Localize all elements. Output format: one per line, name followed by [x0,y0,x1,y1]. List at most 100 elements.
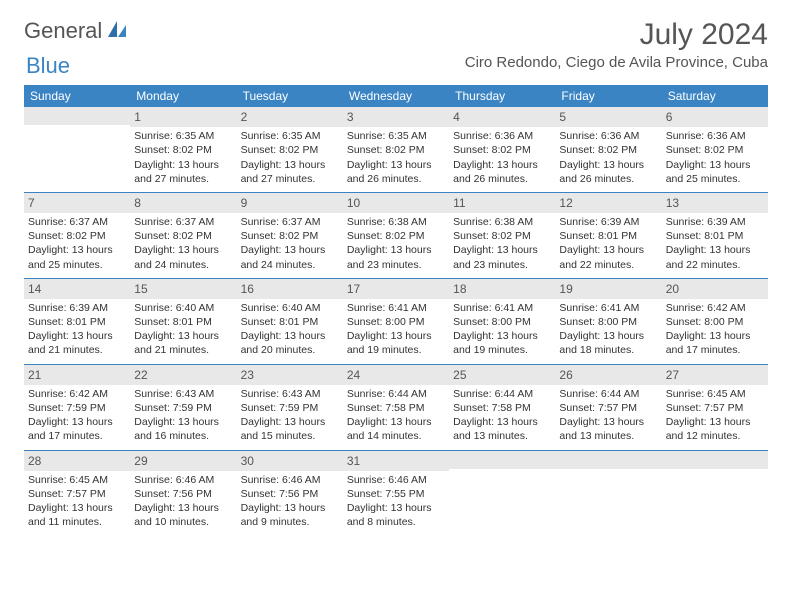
sunset-text: Sunset: 8:02 PM [559,143,657,157]
day-cell: 27Sunrise: 6:45 AMSunset: 7:57 PMDayligh… [662,365,768,450]
day-number: 28 [24,451,130,471]
day-number: 15 [130,279,236,299]
day-header: Thursday [449,85,555,107]
sunrise-text: Sunrise: 6:38 AM [453,215,551,229]
weeks-container: 1Sunrise: 6:35 AMSunset: 8:02 PMDaylight… [24,107,768,535]
sunrise-text: Sunrise: 6:42 AM [666,301,764,315]
sunrise-text: Sunrise: 6:46 AM [241,473,339,487]
day-cell: 14Sunrise: 6:39 AMSunset: 8:01 PMDayligh… [24,279,130,364]
sunset-text: Sunset: 8:01 PM [28,315,126,329]
day-number: 4 [449,107,555,127]
sunrise-text: Sunrise: 6:37 AM [134,215,232,229]
daylight-text: Daylight: 13 hours and 26 minutes. [347,158,445,186]
day-cell: 19Sunrise: 6:41 AMSunset: 8:00 PMDayligh… [555,279,661,364]
sunset-text: Sunset: 8:02 PM [28,229,126,243]
sunset-text: Sunset: 7:56 PM [241,487,339,501]
day-cell: 10Sunrise: 6:38 AMSunset: 8:02 PMDayligh… [343,193,449,278]
sunset-text: Sunset: 8:01 PM [134,315,232,329]
day-number: 5 [555,107,661,127]
day-number [24,107,130,125]
day-header: Friday [555,85,661,107]
sunset-text: Sunset: 8:00 PM [347,315,445,329]
day-cell: 23Sunrise: 6:43 AMSunset: 7:59 PMDayligh… [237,365,343,450]
sunset-text: Sunset: 8:00 PM [453,315,551,329]
day-header: Monday [130,85,236,107]
day-cell: 24Sunrise: 6:44 AMSunset: 7:58 PMDayligh… [343,365,449,450]
week-row: 21Sunrise: 6:42 AMSunset: 7:59 PMDayligh… [24,365,768,451]
day-cell: 7Sunrise: 6:37 AMSunset: 8:02 PMDaylight… [24,193,130,278]
daylight-text: Daylight: 13 hours and 24 minutes. [241,243,339,271]
day-cell [555,451,661,536]
day-header-row: Sunday Monday Tuesday Wednesday Thursday… [24,85,768,107]
daylight-text: Daylight: 13 hours and 13 minutes. [453,415,551,443]
daylight-text: Daylight: 13 hours and 26 minutes. [453,158,551,186]
day-number: 26 [555,365,661,385]
day-cell: 21Sunrise: 6:42 AMSunset: 7:59 PMDayligh… [24,365,130,450]
day-cell: 4Sunrise: 6:36 AMSunset: 8:02 PMDaylight… [449,107,555,192]
week-row: 28Sunrise: 6:45 AMSunset: 7:57 PMDayligh… [24,451,768,536]
sunrise-text: Sunrise: 6:36 AM [666,129,764,143]
day-cell: 26Sunrise: 6:44 AMSunset: 7:57 PMDayligh… [555,365,661,450]
daylight-text: Daylight: 13 hours and 17 minutes. [666,329,764,357]
week-row: 1Sunrise: 6:35 AMSunset: 8:02 PMDaylight… [24,107,768,193]
sunrise-text: Sunrise: 6:37 AM [241,215,339,229]
day-header: Sunday [24,85,130,107]
day-cell [449,451,555,536]
sunrise-text: Sunrise: 6:39 AM [559,215,657,229]
daylight-text: Daylight: 13 hours and 11 minutes. [28,501,126,529]
day-number: 8 [130,193,236,213]
day-number: 18 [449,279,555,299]
logo-text-general: General [24,18,102,44]
daylight-text: Daylight: 13 hours and 23 minutes. [347,243,445,271]
sunrise-text: Sunrise: 6:36 AM [453,129,551,143]
day-cell: 8Sunrise: 6:37 AMSunset: 8:02 PMDaylight… [130,193,236,278]
daylight-text: Daylight: 13 hours and 10 minutes. [134,501,232,529]
day-cell: 18 Sunrise: 6:41 AMSunset: 8:00 PMDayligh… [449,279,555,364]
day-header: Tuesday [237,85,343,107]
location-subtitle: Ciro Redondo, Ciego de Avila Province, C… [465,54,768,71]
day-cell: 25Sunrise: 6:44 AMSunset: 7:58 PMDayligh… [449,365,555,450]
daylight-text: Daylight: 13 hours and 18 minutes. [559,329,657,357]
day-number: 21 [24,365,130,385]
daylight-text: Daylight: 13 hours and 20 minutes. [241,329,339,357]
day-number: 1 [130,107,236,127]
day-number: 29 [130,451,236,471]
day-cell: 22Sunrise: 6:43 AMSunset: 7:59 PMDayligh… [130,365,236,450]
daylight-text: Daylight: 13 hours and 19 minutes. [347,329,445,357]
daylight-text: Daylight: 13 hours and 23 minutes. [453,243,551,271]
sunrise-text: Sunrise: 6:41 AM [559,301,657,315]
day-number: 27 [662,365,768,385]
day-number: 9 [237,193,343,213]
daylight-text: Daylight: 13 hours and 24 minutes. [134,243,232,271]
day-number: 23 [237,365,343,385]
sunset-text: Sunset: 8:02 PM [666,143,764,157]
day-cell: 13Sunrise: 6:39 AMSunset: 8:01 PMDayligh… [662,193,768,278]
daylight-text: Daylight: 13 hours and 21 minutes. [28,329,126,357]
day-number: 2 [237,107,343,127]
daylight-text: Daylight: 13 hours and 25 minutes. [666,158,764,186]
daylight-text: Daylight: 13 hours and 19 minutes. [453,329,551,357]
daylight-text: Daylight: 13 hours and 25 minutes. [28,243,126,271]
day-number: 10 [343,193,449,213]
sunrise-text: Sunrise: 6:45 AM [666,387,764,401]
daylight-text: Daylight: 13 hours and 27 minutes. [241,158,339,186]
daylight-text: Daylight: 13 hours and 22 minutes. [559,243,657,271]
sunrise-text: Sunrise: 6:45 AM [28,473,126,487]
daylight-text: Daylight: 13 hours and 12 minutes. [666,415,764,443]
sunrise-text: Sunrise: 6:44 AM [453,387,551,401]
sunrise-text: Sunrise: 6:46 AM [347,473,445,487]
week-row: 7Sunrise: 6:37 AMSunset: 8:02 PMDaylight… [24,193,768,279]
day-cell: 6Sunrise: 6:36 AMSunset: 8:02 PMDaylight… [662,107,768,192]
day-number: 22 [130,365,236,385]
day-header: Wednesday [343,85,449,107]
day-number [555,451,661,469]
day-number [662,451,768,469]
day-cell: 3Sunrise: 6:35 AMSunset: 8:02 PMDaylight… [343,107,449,192]
sunrise-text: Sunrise: 6:44 AM [559,387,657,401]
sunset-text: Sunset: 7:57 PM [28,487,126,501]
sunrise-text: Sunrise: 6:36 AM [559,129,657,143]
sunset-text: Sunset: 8:00 PM [559,315,657,329]
sunrise-text: Sunrise: 6:41 AM [453,301,551,315]
daylight-text: Daylight: 13 hours and 13 minutes. [559,415,657,443]
sunrise-text: Sunrise: 6:44 AM [347,387,445,401]
